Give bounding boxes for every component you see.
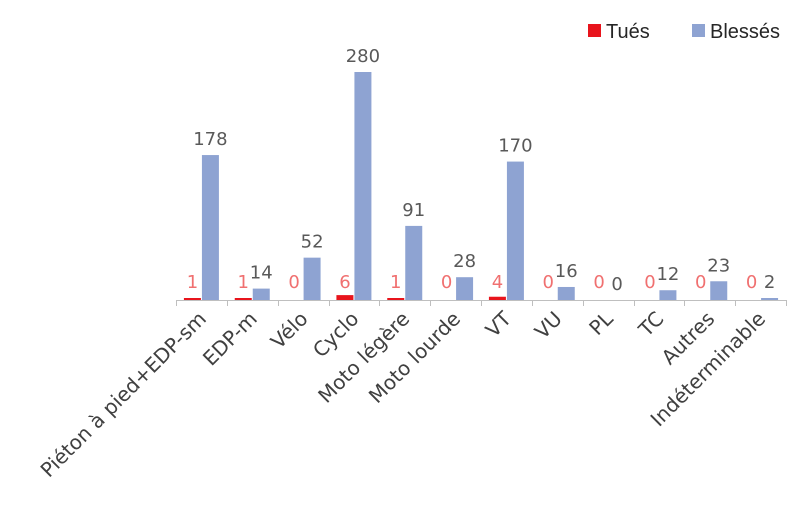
data-label-blesses: 12 bbox=[656, 264, 679, 285]
bar-tues bbox=[488, 296, 506, 300]
data-label-tues: 6 bbox=[339, 272, 350, 293]
x-tick-label: TC bbox=[633, 307, 668, 342]
bar-blesses bbox=[557, 286, 575, 300]
data-label-blesses: 91 bbox=[402, 200, 425, 221]
data-label-blesses: 14 bbox=[250, 263, 273, 284]
bar-blesses bbox=[354, 72, 372, 300]
legend: Tués Blessés bbox=[588, 21, 780, 43]
bar-tues bbox=[183, 298, 201, 300]
data-label-tues: 0 bbox=[746, 272, 757, 293]
data-label-tues: 1 bbox=[238, 272, 249, 293]
x-tick-label: VU bbox=[530, 307, 567, 344]
data-label-blesses: 16 bbox=[555, 261, 578, 282]
legend-label-tues: Tués bbox=[606, 21, 650, 43]
data-label-tues: 0 bbox=[441, 272, 452, 293]
bar-blesses bbox=[303, 257, 321, 300]
x-tick-label: Piéton à pied+EDP-sm bbox=[36, 307, 211, 482]
data-label-tues: 1 bbox=[390, 272, 401, 293]
data-label-blesses: 2 bbox=[764, 272, 775, 293]
bar-blesses bbox=[506, 161, 524, 300]
x-tick-label: PL bbox=[584, 306, 618, 340]
data-label-blesses: 170 bbox=[498, 136, 532, 157]
legend-swatch-tues bbox=[588, 24, 601, 37]
x-tick-label: VT bbox=[481, 306, 517, 342]
data-label-tues: 4 bbox=[492, 272, 503, 293]
legend-label-blesses: Blessés bbox=[710, 21, 780, 43]
bar-blesses bbox=[659, 290, 677, 300]
data-label-blesses: 28 bbox=[453, 251, 476, 272]
bar-blesses bbox=[761, 298, 779, 300]
bar-tues bbox=[234, 298, 252, 300]
data-label-tues: 0 bbox=[695, 272, 706, 293]
bar-blesses bbox=[456, 277, 474, 300]
data-label-tues: 0 bbox=[644, 272, 655, 293]
bar-blesses bbox=[710, 281, 728, 300]
legend-swatch-blesses bbox=[692, 24, 705, 37]
bar-blesses bbox=[252, 288, 270, 300]
data-label-tues: 0 bbox=[543, 272, 554, 293]
bar-blesses bbox=[405, 225, 423, 300]
data-label-blesses: 0 bbox=[611, 274, 622, 295]
data-label-tues: 0 bbox=[288, 272, 299, 293]
bar-tues bbox=[336, 295, 354, 300]
data-label-blesses: 52 bbox=[301, 232, 324, 253]
bar-tues bbox=[387, 298, 405, 300]
data-label-blesses: 178 bbox=[193, 129, 227, 150]
data-label-blesses: 280 bbox=[346, 46, 380, 67]
data-label-blesses: 23 bbox=[707, 255, 730, 276]
x-tick-label: Vélo bbox=[266, 307, 313, 354]
data-label-tues: 1 bbox=[187, 272, 198, 293]
data-label-tues: 0 bbox=[593, 272, 604, 293]
x-tick-label: EDP-m bbox=[198, 307, 262, 371]
bar-blesses bbox=[201, 155, 219, 300]
